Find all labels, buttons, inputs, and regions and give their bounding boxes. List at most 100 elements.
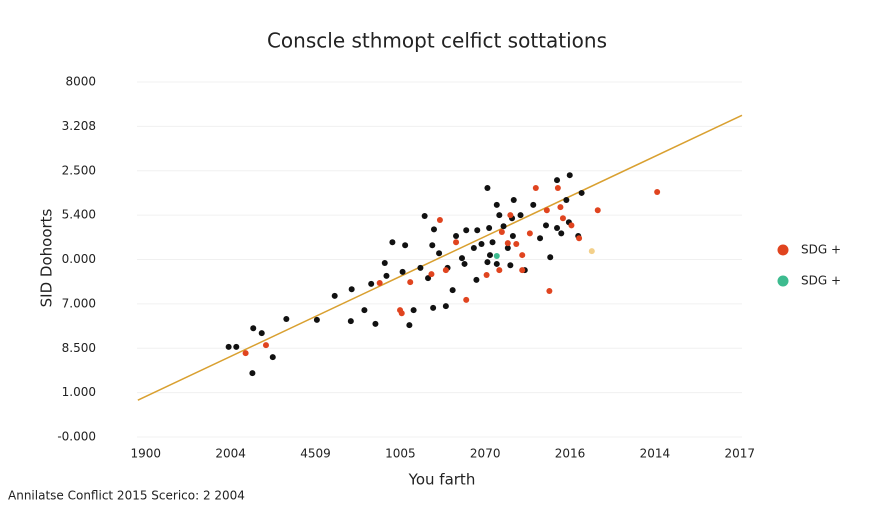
point	[568, 222, 575, 229]
x-tick-label: 2014	[640, 447, 671, 461]
y-tick-label: 8000	[65, 75, 96, 89]
point	[530, 201, 537, 208]
point	[269, 354, 276, 361]
point	[486, 252, 493, 259]
point	[383, 272, 390, 279]
point	[461, 260, 468, 267]
point	[348, 286, 355, 293]
point	[559, 215, 566, 222]
point	[507, 262, 514, 269]
x-tick-label: 2004	[215, 447, 246, 461]
point	[449, 287, 456, 294]
point	[519, 252, 526, 259]
point	[496, 212, 503, 219]
point	[470, 244, 477, 251]
point	[376, 280, 383, 287]
point	[399, 268, 406, 275]
point	[654, 189, 661, 196]
point	[558, 230, 565, 237]
point	[578, 189, 585, 196]
legend-marker	[777, 244, 789, 256]
point	[509, 232, 516, 239]
point	[262, 342, 269, 349]
point	[313, 316, 320, 323]
y-tick-label: 7.000	[62, 296, 96, 310]
point	[486, 224, 493, 231]
point	[557, 204, 564, 211]
point	[489, 239, 496, 246]
x-tick-label: 4509	[300, 447, 331, 461]
point	[500, 223, 507, 230]
point	[430, 226, 437, 233]
point	[417, 264, 424, 271]
point	[517, 212, 524, 219]
x-tick-label: 2070	[470, 447, 501, 461]
point	[594, 207, 601, 214]
point	[372, 320, 379, 327]
x-axis-label: You farth	[408, 471, 476, 489]
point	[504, 240, 511, 247]
point	[474, 227, 481, 234]
point	[543, 207, 550, 214]
point	[566, 172, 573, 179]
x-tick-label: 2017	[724, 447, 755, 461]
point	[554, 224, 561, 231]
point	[442, 267, 449, 274]
point	[258, 330, 265, 337]
y-tick-label: 0.000	[62, 252, 96, 266]
point	[526, 230, 533, 237]
point	[478, 240, 485, 247]
point	[250, 325, 257, 332]
legend-marker	[777, 275, 789, 287]
point	[225, 343, 232, 350]
y-tick-label: 2.500	[62, 163, 96, 177]
point	[233, 343, 240, 350]
point	[453, 232, 460, 239]
point	[406, 322, 413, 329]
point	[546, 288, 553, 295]
point	[496, 267, 503, 274]
x-tick-label: 2016	[555, 447, 586, 461]
trend-line	[137, 114, 743, 401]
y-axis-label: SID Dohoorts	[38, 208, 56, 307]
point	[513, 240, 520, 247]
y-tick-label: 5.400	[62, 208, 96, 222]
point	[588, 248, 595, 255]
point	[436, 217, 443, 224]
point	[510, 197, 517, 204]
point	[504, 244, 511, 251]
y-tick-label: 1.000	[62, 385, 96, 399]
legend-label: SDG +	[801, 243, 841, 257]
point	[458, 255, 465, 262]
footer: Annilatse Conflict 2015 Scerico: 2 2004	[8, 489, 245, 503]
point	[498, 228, 505, 235]
point	[368, 280, 375, 287]
point	[331, 292, 338, 299]
chart-title: Conscle sthmopt celfict sottations	[267, 29, 607, 53]
point	[389, 239, 396, 246]
point	[484, 185, 491, 192]
point	[381, 260, 388, 267]
point	[407, 279, 414, 286]
point	[484, 259, 491, 266]
point	[554, 185, 561, 192]
point	[429, 242, 436, 249]
point	[473, 276, 480, 283]
point	[554, 177, 561, 184]
point	[537, 235, 544, 242]
y-tick-label: -0.000	[57, 430, 96, 444]
point	[430, 304, 437, 311]
point	[347, 318, 354, 325]
point	[507, 212, 514, 219]
point	[547, 254, 554, 261]
point	[410, 307, 417, 314]
point	[361, 307, 368, 314]
point	[402, 242, 409, 249]
point	[493, 201, 500, 208]
point	[493, 260, 500, 267]
point	[398, 310, 405, 317]
point	[463, 227, 470, 234]
point	[249, 370, 256, 377]
